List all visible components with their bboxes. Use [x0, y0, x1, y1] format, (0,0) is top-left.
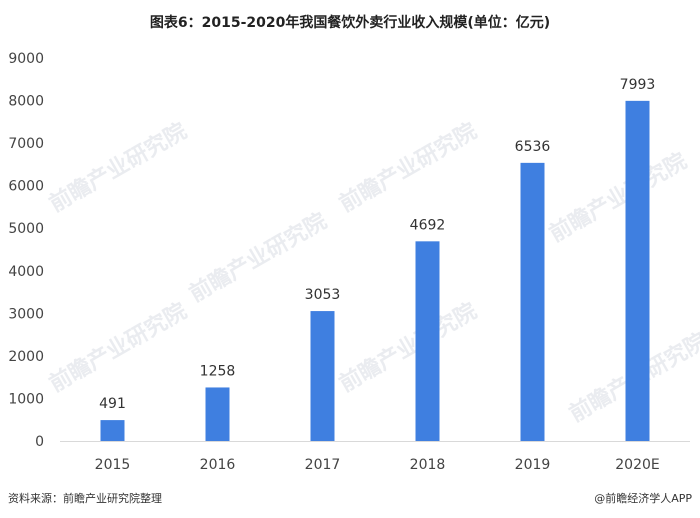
- y-tick-label: 2000: [8, 349, 44, 365]
- bar-2020E: [625, 100, 650, 441]
- chart-title: 图表6：2015-2020年我国餐饮外卖行业收入规模(单位：亿元): [149, 15, 551, 31]
- y-tick-label: 7000: [8, 136, 44, 152]
- y-tick-label: 3000: [8, 306, 44, 322]
- source-note: 资料来源：前瞻产业研究院整理: [8, 492, 162, 505]
- x-tick-label: 2017: [305, 457, 341, 473]
- y-tick-label: 5000: [8, 221, 44, 237]
- y-tick-label: 6000: [8, 179, 44, 195]
- x-tick-label: 2019: [515, 457, 551, 473]
- x-axis: 2015 2016 2017 2018 2019 2020E: [95, 457, 660, 473]
- bar-2015: [100, 420, 125, 441]
- bar-2016: [205, 387, 230, 441]
- x-tick-label: 2016: [200, 457, 236, 473]
- bar-2019: [520, 162, 545, 442]
- y-tick-label: 1000: [8, 391, 44, 407]
- data-label: 491: [99, 396, 126, 412]
- data-label: 6536: [515, 139, 551, 155]
- data-label: 1258: [200, 363, 236, 379]
- data-label: 7993: [620, 77, 656, 93]
- bar-2017: [310, 311, 335, 441]
- y-tick-label: 8000: [8, 94, 44, 110]
- y-axis: 0 1000 2000 3000 4000 5000 6000 7000 8000 9000: [8, 51, 690, 450]
- y-tick-label: 9000: [8, 51, 44, 67]
- x-tick-label: 2015: [95, 457, 131, 473]
- x-tick-label: 2020E: [615, 457, 659, 473]
- y-tick-label: 0: [35, 434, 44, 450]
- y-tick-label: 4000: [8, 264, 44, 280]
- bars: 491 1258 3053 4692 6536 7993: [99, 77, 656, 442]
- x-tick-label: 2018: [410, 457, 446, 473]
- brand-note: @前瞻经济学人APP: [594, 492, 692, 505]
- data-label: 4692: [410, 217, 446, 233]
- data-label: 3053: [305, 287, 341, 303]
- bar-2018: [415, 241, 440, 441]
